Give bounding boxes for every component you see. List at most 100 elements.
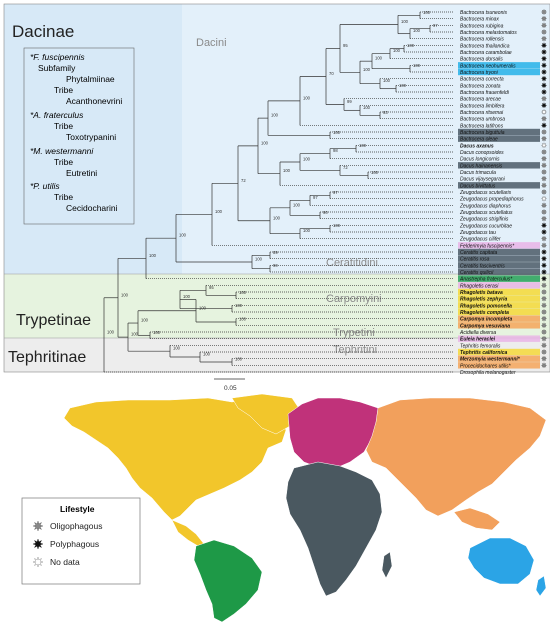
support-value: 95 [209, 285, 214, 290]
taxon-label: Bactrocera umbrosa [460, 117, 505, 123]
taxon-label: Dacus trimacula [460, 170, 496, 176]
support-value: 89 [273, 250, 278, 255]
support-value: 100 [273, 215, 281, 220]
class-value-1a: Phytalmiinae [66, 74, 115, 84]
taxon-highlight [458, 335, 540, 342]
lifestyle-oligo-icon [540, 322, 548, 329]
legend-nodata-icon [32, 556, 44, 568]
taxon-highlight [458, 275, 540, 282]
lifestyle-oligo-icon [540, 115, 548, 122]
legend: Lifestyle Oligophagous Polyphagous No data [21, 497, 141, 585]
lifestyle-oligo-icon [540, 302, 548, 309]
lifestyle-poly-icon [540, 228, 548, 236]
taxon-label: Bactrocera tsuneonis [460, 10, 507, 16]
taxon-label: Zeugodacus cilifer [459, 237, 501, 243]
lifestyle-oligo-icon [540, 282, 548, 289]
taxon-label: Merzomyia westermanni* [460, 357, 521, 363]
taxon-highlight [458, 268, 540, 276]
support-value: 100 [363, 67, 371, 72]
tribe-label-dacini: Dacini [196, 37, 227, 49]
lifestyle-oligo-icon [540, 342, 548, 349]
region-madagascar [381, 551, 393, 579]
taxon-label: Dacus axanus [460, 143, 494, 149]
taxon-label: Zeugodacus cucurbitae [459, 223, 512, 229]
taxon-label: Dacus bivittatus [460, 183, 496, 189]
legend-poly-icon [32, 538, 44, 550]
support-value: 100 [303, 95, 311, 100]
class-rank-4a: Tribe [54, 192, 73, 202]
support-value: 100 [179, 233, 187, 238]
region-europe [287, 397, 379, 469]
tree-branches [103, 11, 454, 373]
taxon-highlight [458, 295, 540, 302]
support-value: 100 [423, 10, 431, 15]
taxon-highlights [458, 62, 540, 369]
class-value-3a: Eutretini [66, 168, 97, 178]
class-rank-1b: Tribe [54, 85, 73, 95]
support-value: 100 [293, 202, 301, 207]
tribe-label-tephritini: Tephritini [333, 344, 377, 356]
support-value: 100 [173, 346, 181, 351]
classification-box-frame [23, 47, 135, 225]
lifestyle-oligo-icon [540, 175, 548, 182]
support-value: 100 [407, 43, 415, 48]
lifestyle-poly-icon [540, 88, 548, 96]
support-value: 100 [401, 19, 409, 24]
taxon-label: Bactrocera arecae [460, 97, 501, 103]
support-value: 100 [149, 253, 157, 258]
taxon-label: Rhagoletis pomonella [460, 303, 512, 309]
tribe-label-trypetini: Trypetini [333, 327, 375, 339]
support-value: 100 [393, 48, 401, 53]
support-value: 100 [303, 157, 311, 162]
lifestyle-oligo-icon [540, 295, 548, 302]
lifestyle-oligo-icon [540, 182, 548, 189]
taxon-label: Zeugodacus scutellaris [459, 190, 512, 196]
lifestyle-oligo-icon [540, 328, 548, 336]
lifestyle-nodata-icon [540, 108, 548, 116]
support-value: 100 [255, 257, 263, 262]
lifestyle-oligo-icon [540, 148, 548, 156]
support-value: 100 [141, 318, 149, 323]
taxon-label: Felderimyia fuscipennis* [460, 243, 515, 249]
subfamily-label-trypetinae: Trypetinae [16, 312, 91, 329]
class-species-2: *A. fraterculus [30, 110, 84, 120]
taxon-label: Bactrocera neohumeralis [460, 63, 516, 69]
lifestyle-oligo-icon [540, 162, 548, 169]
taxon-label: Procecidochares utilis* [460, 363, 512, 369]
taxon-label: Rhagoletis completa [460, 310, 509, 316]
taxon-label: Bactrocera latifrons [460, 123, 504, 129]
support-value: 97 [313, 195, 318, 200]
lifestyle-marks [540, 8, 548, 369]
lifestyle-oligo-icon [540, 95, 548, 102]
taxon-highlight [458, 162, 540, 169]
taxon-label: Tephritis californica [460, 350, 508, 356]
support-value: 100 [239, 317, 247, 322]
taxon-highlight [458, 308, 540, 316]
taxon-label: Bactrocera limbifera [460, 103, 505, 109]
taxon-label: Rhagoletis cerasi [460, 283, 499, 289]
legend-title: Lifestyle [60, 504, 95, 514]
support-value: 100 [183, 294, 191, 299]
class-value-2a: Toxotrypanini [66, 132, 116, 142]
support-value: 100 [131, 332, 139, 337]
taxon-label: Rhagoletis zephyria [460, 297, 507, 303]
taxon-highlight [458, 348, 540, 356]
region-asia [365, 397, 547, 517]
taxon-label: Ceratitis rosa [460, 257, 490, 263]
taxon-highlight [458, 128, 540, 136]
taxon-label: Bactrocera melastomatos [460, 30, 517, 36]
class-rank-1a: Subfamily [38, 63, 76, 73]
support-value: 100 [383, 78, 391, 83]
class-species-1: *F. fuscipennis [30, 52, 85, 62]
lifestyle-oligo-icon [540, 242, 548, 249]
taxon-label: Bactrocera minax [460, 17, 499, 23]
taxon-highlight [458, 255, 540, 262]
taxon-highlight [458, 322, 540, 329]
support-value: 99 [347, 99, 352, 104]
support-value: 100 [375, 56, 383, 61]
lifestyle-oligo-icon [540, 202, 548, 209]
taxon-label: Bactrocera zonata [460, 83, 501, 89]
taxon-highlight [458, 282, 540, 289]
classification-box: *F. fuscipennis Subfamily Phytalmiinae T… [23, 47, 135, 225]
support-value: 100 [215, 209, 223, 214]
